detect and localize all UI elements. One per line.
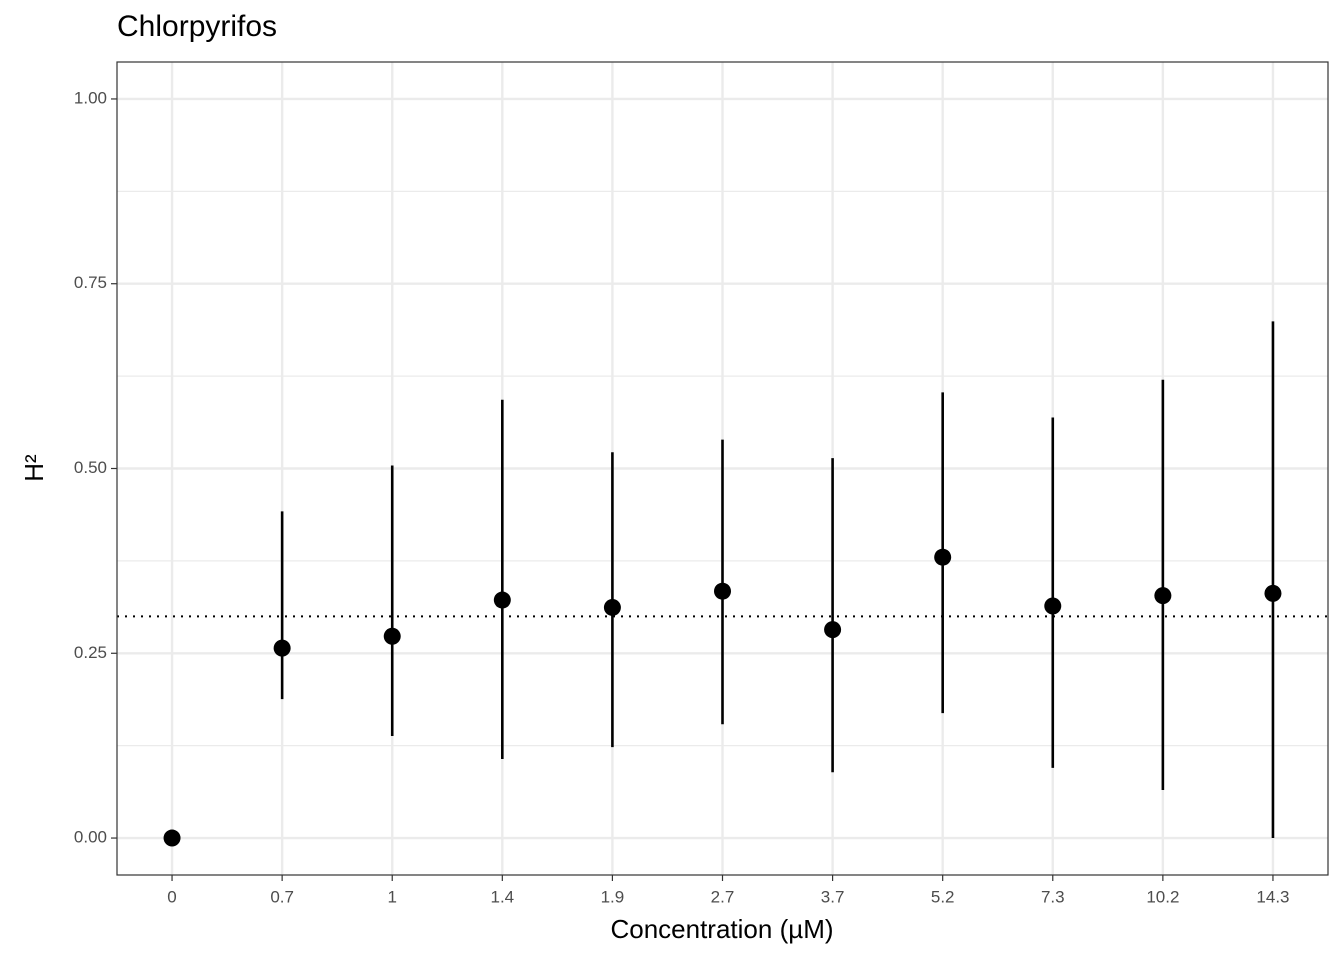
x-tick-label: 14.3 — [1256, 887, 1289, 906]
chart-title: Chlorpyrifos — [117, 10, 277, 43]
y-tick-label: 0.25 — [74, 643, 107, 662]
x-tick-label: 7.3 — [1041, 887, 1065, 906]
point — [163, 829, 181, 847]
x-tick-label: 0.7 — [270, 887, 294, 906]
point — [493, 591, 511, 609]
panel-border — [116, 61, 1329, 876]
x-tick-label: 5.2 — [931, 887, 955, 906]
x-tick-label: 3.7 — [821, 887, 845, 906]
point — [273, 639, 291, 657]
x-tick-label: 10.2 — [1146, 887, 1179, 906]
x-tick-label: 1.4 — [490, 887, 514, 906]
y-tick-label: 0.75 — [74, 273, 107, 292]
point — [824, 621, 842, 639]
x-tick-label: 0 — [167, 887, 176, 906]
y-tick-label: 0.00 — [74, 828, 107, 847]
y-tick-label: 1.00 — [74, 88, 107, 107]
x-axis-title: Concentration (µM) — [610, 914, 833, 944]
x-tick-label: 2.7 — [711, 887, 735, 906]
point — [714, 582, 731, 600]
point — [1044, 597, 1062, 615]
x-tick-label: 1.9 — [601, 887, 625, 906]
point — [603, 598, 621, 616]
point — [1264, 584, 1282, 602]
x-tick-label: 1 — [387, 887, 396, 906]
y-axis-title: H² — [19, 454, 49, 482]
point — [1154, 587, 1172, 605]
y-tick-label: 0.50 — [74, 458, 107, 477]
point — [383, 627, 401, 645]
point — [934, 548, 952, 566]
